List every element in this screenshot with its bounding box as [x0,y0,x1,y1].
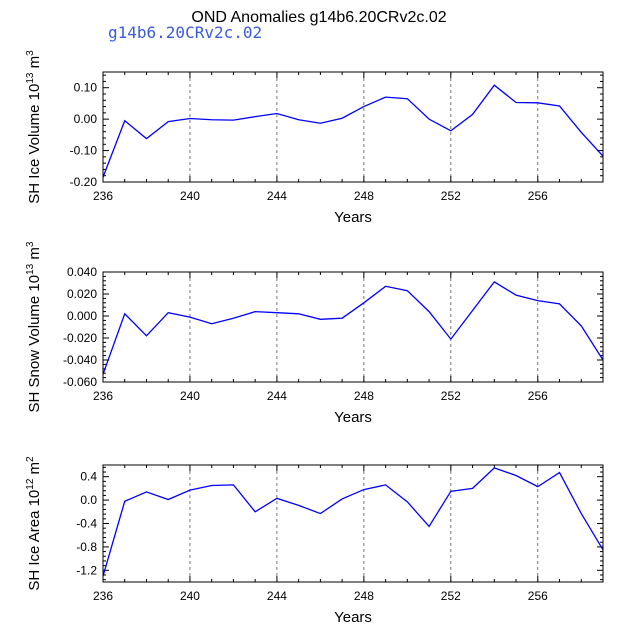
series-line [102,281,604,375]
y-axis-label-unit: m [26,56,43,73]
y-axis-label: SH Snow Volume 1013 m3 [25,241,43,412]
plot-frame [102,464,604,583]
y-axis-label-text: SH Ice Volume 10 [26,84,43,204]
plot-frame [102,71,604,183]
y-tick-label: 0.020 [67,287,97,301]
y-axis-label-text: SH Snow Volume 10 [26,275,43,413]
panel-snow-volume: 236 240 244 248 252 256 -0.060 -0.040 -0.020 0.00… [25,241,604,426]
x-tick-label: 236 [93,189,113,203]
y-tick-label: 0.00 [74,112,98,126]
x-tick-label: 244 [267,389,287,403]
y-tick-label: -0.10 [70,144,98,158]
x-tick-label: 248 [354,589,374,603]
panel-ice-area: 236 240 244 248 252 256 -1.2 -0.8 -0.4 0.0 0.4 Year… [25,456,604,626]
x-tick-label: 248 [354,389,374,403]
y-tick-label: -0.060 [63,375,97,389]
y-tick-label: -0.8 [76,540,97,554]
y-axis-label-unit: m [26,462,43,479]
x-tick-label: 240 [180,189,200,203]
panel-ice-volume: 236 240 244 248 252 256 -0.20 -0.10 0.00 0.10 Year… [25,50,604,226]
y-axis-label-exponent: 13 [25,72,36,84]
x-tick-label: 236 [93,389,113,403]
case-label: g14b6.20CRv2c.02 [108,23,262,42]
x-tick-label: 244 [267,589,287,603]
y-axis-label-unit-exponent: 2 [25,456,36,462]
y-tick-label: 0.000 [67,309,97,323]
y-axis-label-unit-exponent: 3 [25,241,36,247]
y-tick-label: -0.020 [63,331,97,345]
series-line [102,84,604,178]
x-tick-label: 248 [354,189,374,203]
x-axis-label: Years [334,609,372,626]
y-axis-label: SH Ice Volume 1013 m3 [25,50,43,204]
y-tick-label: -0.040 [63,353,97,367]
x-tick-label: 244 [267,189,287,203]
y-axis-label-exponent: 13 [25,263,36,275]
x-tick-label: 240 [180,589,200,603]
chart-title: OND Anomalies g14b6.20CRv2c.02 [191,9,446,26]
x-tick-label: 236 [93,589,113,603]
y-tick-label: -1.2 [76,563,97,577]
y-axis-label-unit: m [26,247,43,264]
y-tick-label: -0.4 [76,517,97,531]
y-axis-label-unit-exponent: 3 [25,50,36,56]
x-tick-label: 256 [528,389,548,403]
y-axis-label: SH Ice Area 1012 m2 [25,456,43,591]
x-tick-label: 252 [441,389,461,403]
y-tick-label: 0.4 [80,470,97,484]
y-tick-label: 0.040 [67,265,97,279]
y-axis-label-text: SH Ice Area 10 [26,490,43,591]
y-tick-label: 0.0 [80,493,97,507]
x-axis-label: Years [334,209,372,226]
panels: 236 240 244 248 252 256 -0.20 -0.10 0.00 0.10 Year… [25,50,604,626]
y-tick-label: 0.10 [74,81,98,95]
y-tick-label: -0.20 [70,175,98,189]
plot-frame [102,271,604,383]
x-axis-label: Years [334,409,372,426]
y-axis-label-exponent: 12 [25,478,36,490]
x-tick-label: 256 [528,589,548,603]
x-tick-label: 240 [180,389,200,403]
series-line [102,467,604,577]
x-tick-label: 256 [528,189,548,203]
x-tick-label: 252 [441,589,461,603]
x-tick-label: 252 [441,189,461,203]
